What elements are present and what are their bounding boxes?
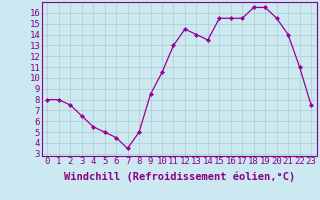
X-axis label: Windchill (Refroidissement éolien,°C): Windchill (Refroidissement éolien,°C): [64, 172, 295, 182]
